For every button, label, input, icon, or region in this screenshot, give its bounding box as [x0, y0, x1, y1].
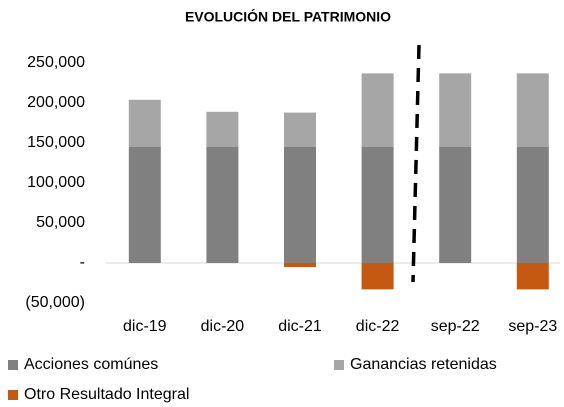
bar-segment: [361, 263, 394, 290]
legend-swatch: [8, 360, 18, 370]
y-tick-label: 150,000: [27, 134, 85, 151]
bar-segment: [284, 147, 316, 263]
legend-swatch: [334, 360, 344, 370]
y-tick-label: (50,000): [25, 294, 85, 311]
x-tick-label: dic-19: [123, 318, 167, 335]
legend-label: Ganancias retenidas: [350, 356, 497, 373]
y-tick-label: 250,000: [27, 54, 85, 71]
x-tick-label: sep-23: [508, 318, 557, 335]
bar-segment: [361, 147, 394, 263]
y-tick-label: 50,000: [36, 214, 85, 231]
x-tick-label: dic-20: [201, 318, 245, 335]
legend-label: Acciones comúnes: [24, 356, 158, 373]
bar-segment: [439, 73, 472, 147]
y-tick-label: 100,000: [27, 174, 85, 191]
y-tick-label: -: [80, 254, 85, 271]
bar-segment: [516, 147, 549, 263]
legend-swatch: [8, 390, 18, 400]
bar-segment: [361, 73, 394, 147]
bar-segment: [284, 263, 316, 267]
x-tick-label: sep-22: [431, 318, 480, 335]
bar-segment: [206, 111, 239, 147]
separator: [411, 44, 421, 283]
bar-segment: [284, 112, 316, 147]
bar-segment: [206, 147, 239, 263]
chart-title: EVOLUCIÓN DEL PATRIMONIO: [185, 8, 391, 25]
x-tick-label: dic-21: [278, 318, 322, 335]
bar-segment: [516, 263, 549, 290]
legend-label: Otro Resultado Integral: [24, 386, 189, 403]
bar-segment: [516, 73, 549, 147]
bar-segment: [128, 99, 161, 147]
x-tick-label: dic-22: [356, 318, 400, 335]
bar-segment: [128, 147, 161, 263]
y-tick-label: 200,000: [27, 94, 85, 111]
bar-segment: [439, 147, 472, 263]
